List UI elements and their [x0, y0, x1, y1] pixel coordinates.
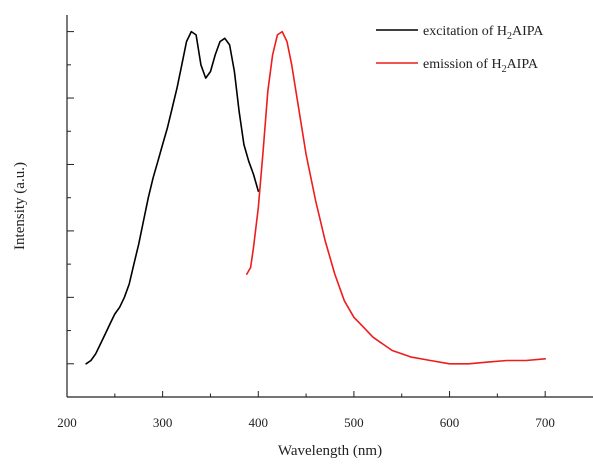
- x-tick-label: 500: [344, 415, 364, 430]
- x-tick-label: 200: [57, 415, 77, 430]
- y-axis-title: Intensity (a.u.): [12, 162, 28, 250]
- legend-label: emission of H2AIPA: [423, 57, 539, 75]
- series-line-1: [85, 30, 260, 365]
- legend: excitation of H2AIPA emission of H2AIPA: [376, 24, 544, 75]
- x-axis-title: Wavelength (nm): [278, 443, 382, 459]
- series-layer: [85, 30, 546, 365]
- ticks: 200 300 400 500 600 700: [57, 31, 555, 430]
- x-tick-label: 700: [535, 415, 555, 430]
- legend-label: excitation of H2AIPA: [423, 24, 544, 42]
- x-tick-label: 400: [249, 415, 269, 430]
- series-line-2: [246, 30, 546, 365]
- axes: [66, 15, 593, 398]
- x-tick-label: 600: [440, 415, 460, 430]
- x-tick-label: 300: [153, 415, 173, 430]
